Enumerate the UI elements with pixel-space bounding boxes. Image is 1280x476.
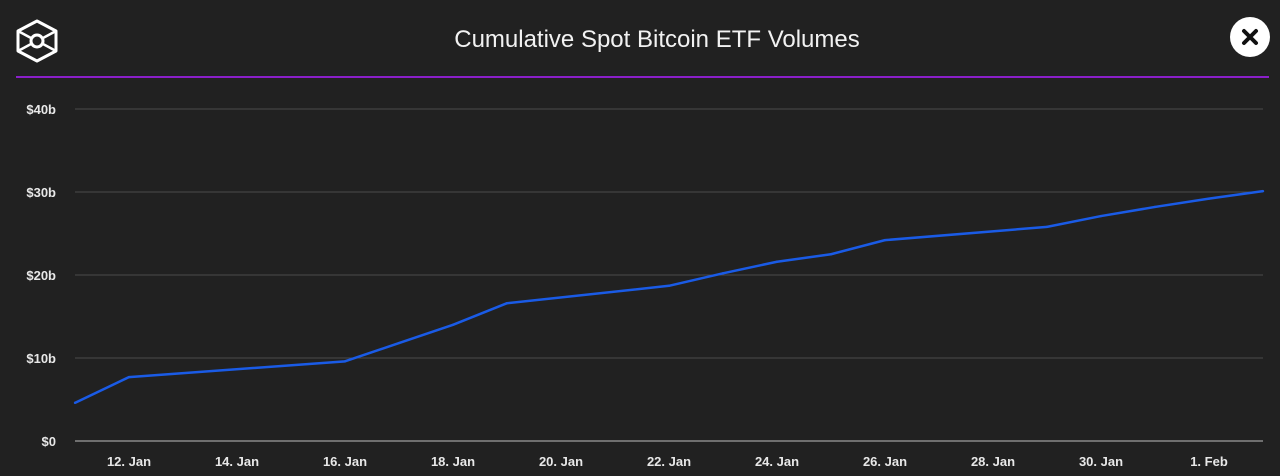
data-point <box>343 360 347 363</box>
x-tick-label: 16. Jan <box>323 454 367 469</box>
data-point <box>397 341 401 345</box>
data-point <box>667 284 671 287</box>
y-tick-label: $30b <box>26 185 56 200</box>
series-line <box>74 189 1264 404</box>
x-tick-label: 26. Jan <box>863 454 907 469</box>
x-tick-label: 20. Jan <box>539 454 583 469</box>
data-point <box>775 260 779 263</box>
x-tick-label: 22. Jan <box>647 454 691 469</box>
header-divider <box>16 76 1269 78</box>
x-tick-label: 28. Jan <box>971 454 1015 469</box>
data-point <box>1261 189 1265 193</box>
close-button[interactable] <box>1230 17 1270 57</box>
data-point <box>451 323 455 326</box>
data-point <box>829 253 833 256</box>
data-point <box>721 272 725 275</box>
x-tick-label: 12. Jan <box>107 454 151 469</box>
data-point <box>1099 214 1103 218</box>
data-point <box>1045 225 1049 229</box>
x-tick-label: 1. Feb <box>1190 454 1228 469</box>
x-tick-label: 30. Jan <box>1079 454 1123 469</box>
cube-logo-icon <box>14 18 60 64</box>
data-point <box>1153 205 1157 209</box>
x-tick-label: 24. Jan <box>755 454 799 469</box>
data-point <box>127 375 131 379</box>
y-tick-label: $10b <box>26 351 56 366</box>
y-tick-label: $0 <box>42 434 56 449</box>
data-point <box>505 302 509 305</box>
data-point <box>73 401 77 405</box>
close-icon <box>1242 29 1258 45</box>
data-point <box>883 238 887 242</box>
chart-title: Cumulative Spot Bitcoin ETF Volumes <box>454 26 860 53</box>
y-tick-label: $20b <box>26 268 56 283</box>
y-tick-label: $40b <box>26 102 56 117</box>
x-tick-label: 18. Jan <box>431 454 475 469</box>
x-tick-label: 14. Jan <box>215 454 259 469</box>
data-point <box>1207 197 1211 200</box>
